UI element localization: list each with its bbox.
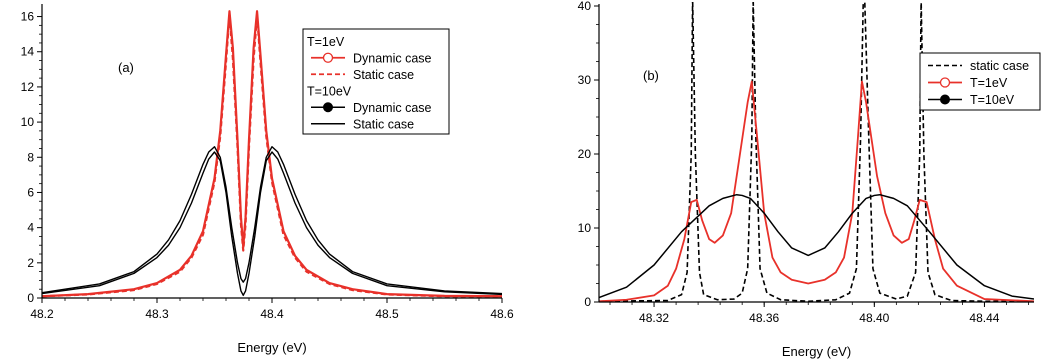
series-line-2 [42,151,502,297]
series-line-1 [599,80,1034,302]
legend-entry-label: T=10eV [970,93,1015,107]
legend-entry-label: Dynamic case [353,51,432,65]
x-tick-label: 48.32 [639,311,669,325]
legend-entry-label: Static case [353,117,414,131]
series-line-3 [42,146,502,295]
legend-entry-label: Dynamic case [353,101,432,115]
series-group [599,2,1034,302]
legend-marker-open-circle [939,77,951,88]
legend-marker-filled-circle [940,94,950,105]
x-tick-label: 48.5 [375,307,399,321]
legend-entry-label: T=1eV [970,76,1008,90]
series-line-2 [599,193,1034,300]
legend-entry-label: static case [970,59,1029,73]
series-line-0 [599,2,1034,302]
y-tick-label: 20 [578,147,592,161]
y-tick-label: 0 [27,291,34,305]
y-tick-label: 6 [27,185,34,199]
legend-entry-label: Static case [353,68,414,82]
x-tick-label: 48.44 [969,311,999,325]
y-tick-label: 2 [27,256,34,270]
legend: static case T=1eV T=10eV [919,52,1041,111]
legend-box [302,28,450,135]
x-tick-label: 48.36 [749,311,779,325]
x-tick-label: 48.4 [260,307,284,321]
y-tick-label: 10 [578,221,592,235]
y-tick-label: 12 [21,80,35,94]
y-tick-label: 10 [21,115,35,129]
y-tick-label: 0 [584,295,591,309]
y-tick-label: 16 [21,10,35,24]
x-tick-label: 48.2 [30,307,54,321]
x-axis-label: Energy (eV) [782,344,851,359]
legend-marker-open-circle [322,52,334,63]
chart-panel-b: 0 10 20 30 40 48.32 48.36 48.40 48.44 Energy (eV)… [578,0,1041,359]
x-tick-label: 48.3 [145,307,169,321]
y-tick-label: 30 [578,73,592,87]
y-tick-label: 4 [27,221,34,235]
legend-marker-filled-circle [323,102,333,113]
legend-group-header: T=1eV [307,35,345,49]
series-group [42,10,502,298]
legend-group-header: T=10eV [307,84,352,98]
y-tick-label: 8 [27,150,34,164]
y-tick-label: 14 [21,45,35,59]
panel-label: (b) [643,68,659,83]
x-tick-label: 48.6 [490,307,514,321]
series-line-0 [42,10,502,298]
y-tick-label: 40 [578,0,592,13]
panel-label: (a) [118,60,134,75]
series-line-1 [42,13,502,298]
x-tick-label: 48.40 [859,311,889,325]
x-axis-label: Energy (eV) [237,340,306,355]
chart-panel-a: 0 2 4 6 8 10 12 14 16 48.2 48.3 48.4 48.5 48.6 Energy … [21,4,514,355]
